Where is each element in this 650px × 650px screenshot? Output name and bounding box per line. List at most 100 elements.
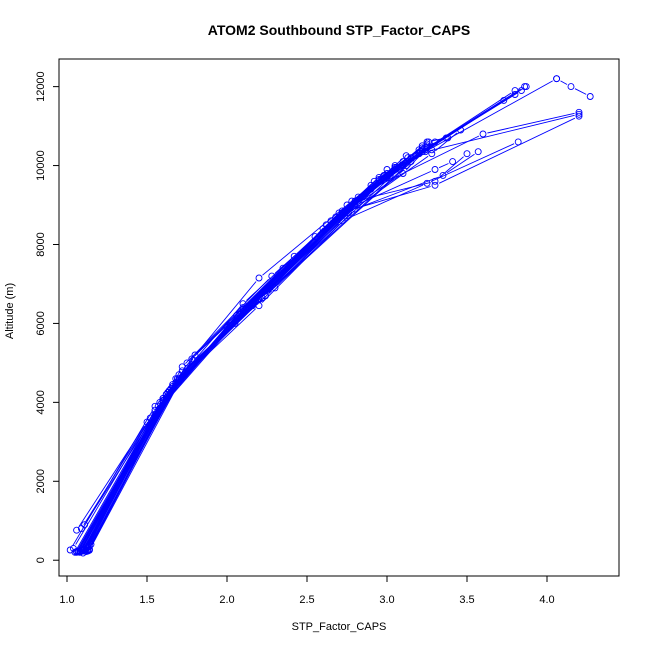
series-segment: [353, 171, 397, 205]
series-segment: [429, 114, 575, 152]
series-layer: [66, 75, 594, 557]
data-point: [255, 274, 263, 282]
y-tick-label: 4000: [35, 390, 47, 414]
y-tick-label: 8000: [35, 232, 47, 256]
data-point: [474, 148, 482, 156]
data-point: [191, 351, 199, 359]
series-36: [81, 138, 439, 554]
series-segment: [403, 144, 432, 168]
data-point: [522, 83, 530, 91]
series-segment: [86, 382, 176, 546]
series-segment: [393, 148, 424, 173]
data-point: [575, 108, 583, 116]
y-tick-label: 0: [35, 557, 47, 563]
data-point: [341, 209, 349, 217]
data-point: [391, 164, 399, 171]
data-point: [553, 75, 561, 83]
data-point: [575, 112, 583, 120]
series-segment: [430, 143, 515, 182]
data-point: [431, 166, 439, 173]
series-segment: [345, 179, 384, 209]
x-tick-label: 2.5: [299, 594, 314, 606]
series-segment: [487, 112, 575, 134]
data-point: [500, 96, 508, 104]
series-segment: [78, 425, 145, 527]
series-segment: [268, 150, 425, 294]
x-axis-label: STP_Factor_CAPS: [292, 621, 387, 633]
data-point: [346, 203, 354, 211]
data-point: [431, 177, 439, 185]
data-point: [85, 545, 93, 553]
series-segment: [398, 160, 405, 166]
data-point: [517, 87, 525, 95]
data-point: [74, 547, 82, 555]
x-tick-label: 1.5: [139, 594, 154, 606]
series-segment: [83, 388, 171, 547]
series-segment: [83, 421, 149, 526]
data-point: [511, 91, 519, 98]
series-segment: [435, 132, 458, 152]
series-segment: [438, 156, 464, 179]
data-point: [253, 296, 261, 304]
data-point: [423, 179, 431, 187]
x-tick-label: 3.5: [459, 594, 474, 606]
series-segment: [80, 396, 166, 548]
data-point: [396, 166, 404, 173]
data-point: [249, 300, 257, 308]
series-segment: [185, 278, 269, 364]
data-point: [81, 546, 89, 554]
series-segment: [352, 175, 400, 207]
series-segment: [277, 200, 361, 286]
series-2: [553, 75, 594, 100]
series-segment: [75, 405, 158, 545]
y-tick-label: 6000: [35, 311, 47, 335]
data-point: [514, 138, 522, 146]
series-segment: [352, 155, 429, 211]
series-segment: [359, 176, 439, 208]
series-segment: [180, 302, 255, 376]
data-point: [239, 304, 247, 312]
data-point: [586, 93, 594, 100]
data-point: [567, 83, 575, 91]
data-point: [82, 544, 90, 552]
data-point: [444, 134, 452, 142]
series-segment: [560, 80, 568, 85]
series-segment: [197, 259, 292, 353]
data-point: [178, 363, 186, 371]
series-segment: [377, 146, 424, 180]
data-point: [431, 138, 439, 146]
series-segment: [346, 184, 424, 220]
series-segment: [574, 88, 587, 95]
series-segment: [157, 326, 233, 412]
y-axis-label: Altitude (m): [4, 283, 16, 339]
data-point: [77, 546, 85, 554]
series-segment: [252, 213, 340, 303]
x-tick-label: 2.0: [219, 594, 234, 606]
series-segment: [260, 209, 348, 297]
series-segment: [261, 211, 353, 303]
data-point: [412, 152, 420, 160]
data-point: [173, 375, 181, 383]
y-tick-label: 12000: [35, 71, 47, 102]
data-point: [439, 171, 447, 179]
data-point: [73, 526, 81, 534]
series-segment: [431, 138, 442, 142]
series-segment: [446, 153, 475, 174]
data-point: [428, 150, 436, 158]
x-tick-label: 4.0: [539, 594, 554, 606]
data-point: [431, 181, 439, 189]
plot-frame: [58, 58, 620, 577]
series-segment: [426, 139, 444, 147]
data-point: [386, 171, 394, 179]
data-point: [479, 130, 487, 138]
data-point: [449, 158, 457, 166]
series-segment: [374, 135, 480, 188]
y-tick-label: 10000: [35, 150, 47, 181]
data-point: [463, 150, 471, 158]
x-tick-label: 3.0: [379, 594, 394, 606]
y-tick-label: 2000: [35, 469, 47, 493]
data-point: [575, 110, 583, 118]
series-segment: [438, 117, 576, 184]
